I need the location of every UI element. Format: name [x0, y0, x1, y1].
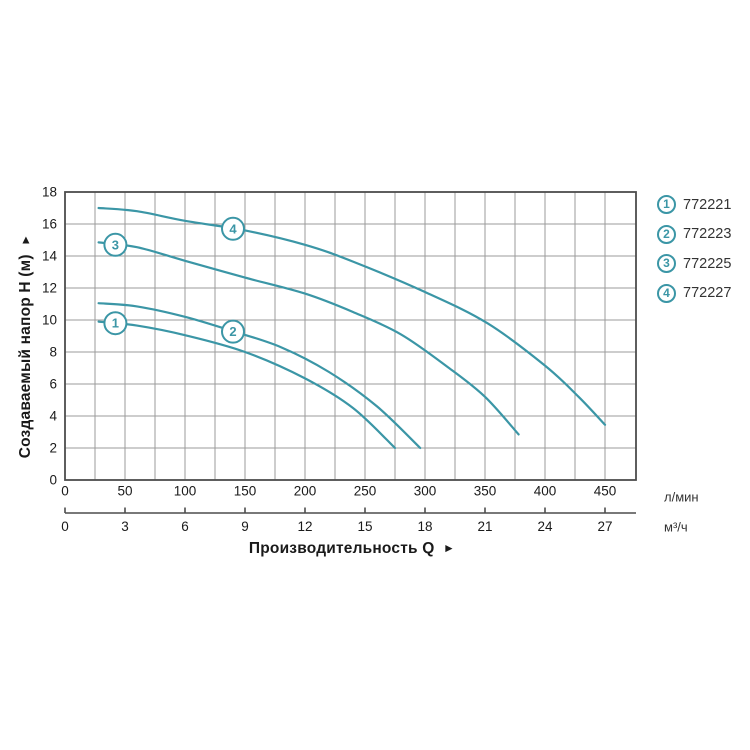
x-axis-title-text: Производительность Q	[248, 540, 435, 557]
pump-curve-772221	[97, 320, 397, 450]
x-lpm-tick-label: 50	[117, 484, 132, 499]
unit-label-lpm: л/мин	[664, 489, 699, 505]
y-axis-title-text: Создаваемый напор H (м)	[17, 254, 34, 459]
legend-item-772223: 2 772223	[657, 220, 731, 250]
legend-item-772225: 3 772225	[657, 249, 731, 279]
curve-badge-number: 2	[229, 324, 236, 339]
x-axis-m3h-scale: 0 3 6 9 12 15 18 21 24 27	[61, 507, 636, 534]
legend: 1 772221 2 772223 3 772225 4 772227	[657, 190, 731, 308]
x-lpm-tick-label: 250	[354, 484, 377, 499]
legend-item-772221: 1 772221	[657, 190, 731, 220]
chart-frame	[64, 191, 637, 481]
m3h-tick-label: 0	[61, 519, 69, 534]
pump-curve-772223	[97, 302, 422, 450]
curve-badge-circle-3	[103, 232, 128, 257]
pump-curve-772227	[97, 206, 607, 426]
curve-badge-number: 3	[112, 237, 119, 252]
x-lpm-tick-label: 400	[534, 484, 557, 499]
legend-circle-1: 1	[657, 195, 676, 215]
legend-circle-4: 4	[657, 283, 676, 303]
y-axis-tick-labels: 0 2 4 6 8 10 12 14 16 18	[42, 185, 58, 488]
curve-badge-number: 4	[229, 221, 237, 236]
x-axis-arrow-icon: ►	[443, 541, 456, 555]
curve-badge-circle-4	[221, 216, 245, 241]
legend-model-label: 772227	[683, 285, 732, 302]
m3h-tick-label: 27	[597, 519, 612, 534]
x-lpm-tick-label: 150	[234, 484, 257, 499]
curve-badge-circle-2	[221, 319, 245, 344]
pump-curves	[97, 206, 607, 450]
legend-circle-3: 3	[657, 254, 676, 274]
m3h-tick-label: 15	[357, 519, 372, 534]
legend-circle-2: 2	[657, 224, 676, 244]
x-lpm-tick-label: 200	[294, 484, 317, 499]
y-tick-label: 0	[49, 473, 57, 488]
y-tick-label: 18	[42, 185, 57, 200]
y-tick-label: 14	[42, 249, 58, 264]
y-tick-label: 10	[42, 313, 57, 328]
m3h-tick-label: 21	[477, 519, 492, 534]
x-lpm-tick-label: 300	[414, 484, 437, 499]
x-lpm-tick-label: 100	[174, 484, 197, 499]
curve-number-badges: 1 2 3 4	[103, 216, 245, 344]
y-tick-label: 16	[42, 217, 57, 232]
m3h-tick-label: 3	[121, 519, 129, 534]
y-tick-label: 4	[49, 409, 57, 424]
y-axis-title: Создаваемый напор H (м) ▲	[17, 232, 35, 459]
x-lpm-tick-label: 0	[61, 484, 69, 499]
y-axis-arrow-icon: ▲	[19, 232, 33, 247]
m3h-tick-label: 9	[241, 519, 249, 534]
x-axis-lpm-tick-labels: 0 50 100 150 200 250 300 350 400 450	[61, 484, 616, 499]
legend-model-label: 772221	[683, 196, 732, 213]
pump-curve-772225	[97, 241, 520, 436]
unit-label-m3h: м³/ч	[664, 519, 688, 535]
m3h-tick-label: 18	[417, 519, 432, 534]
y-tick-label: 12	[42, 281, 57, 296]
legend-item-772227: 4 772227	[657, 279, 731, 309]
legend-model-label: 772225	[683, 255, 732, 272]
m3h-tick-label: 6	[181, 519, 189, 534]
plot-frame	[64, 191, 637, 481]
chart-gridlines	[65, 192, 636, 480]
y-tick-label: 6	[49, 377, 57, 392]
y-tick-label: 2	[49, 441, 57, 456]
y-tick-label: 8	[49, 345, 57, 360]
curve-badge-number: 1	[112, 316, 119, 331]
m3h-tick-label: 12	[297, 519, 312, 534]
curve-badge-circle-1	[103, 311, 128, 336]
legend-model-label: 772223	[683, 226, 732, 243]
m3h-tick-label: 24	[537, 519, 553, 534]
x-axis-title: Производительность Q ►	[249, 540, 455, 558]
x-lpm-tick-label: 350	[474, 484, 497, 499]
x-lpm-tick-label: 450	[594, 484, 617, 499]
